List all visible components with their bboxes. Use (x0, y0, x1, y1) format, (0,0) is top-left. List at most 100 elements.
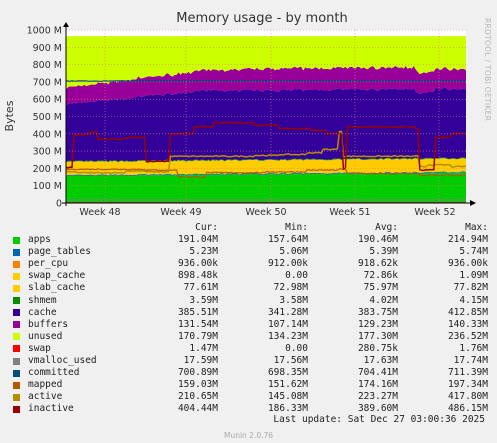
line-active (65, 130, 467, 175)
legend-series-name: swap (28, 342, 51, 354)
legend-value-max: 417.80M (447, 391, 488, 403)
legend-value-max: 214.94M (447, 234, 488, 246)
legend-row-vmalloc-used: vmalloc_used 17.59M 17.56M 17.63M 17.74M (13, 355, 493, 367)
legend-value-avg: 17.63M (363, 355, 398, 367)
legend-value-avg: 704.41M (357, 367, 398, 379)
legend-value-cur: 191.04M (177, 234, 218, 246)
x-axis-ticks: Week 48 Week 49 Week 50 Week 51 Week 52 (79, 207, 455, 218)
legend-value-cur: 17.59M (183, 355, 218, 367)
legend-row-swap-cache: swap_cache 898.48k 0.00 72.86k 1.09M (13, 270, 493, 282)
legend-header: Cur: Min: Avg: Max: (13, 222, 493, 234)
legend-header-max: Max: (465, 222, 488, 233)
legend-value-max: 236.52M (447, 330, 488, 342)
legend-value-max: 486.15M (447, 403, 488, 415)
legend-swatch (13, 321, 20, 329)
legend-row-cache: cache 385.51M 341.28M 383.75M 412.85M (13, 307, 493, 319)
legend-value-max: 5.74M (459, 246, 488, 258)
legend-value-min: 151.62M (267, 379, 308, 391)
memory-chart: Memory usage - by month Bytes RRDTOOL / … (3, 11, 492, 218)
legend-value-min: 157.64M (267, 234, 308, 246)
legend-value-max: 412.85M (447, 306, 488, 318)
legend-value-cur: 936.00k (177, 258, 218, 270)
legend-value-min: 72.98M (273, 282, 308, 294)
x-axis-arrow (470, 200, 476, 206)
y-axis-label: Bytes (3, 100, 16, 131)
legend-swatch (13, 405, 20, 413)
legend-value-avg: 72.86k (363, 270, 398, 282)
legend-series-name: inactive (28, 403, 74, 415)
y-tick-label: 400 M (33, 129, 62, 140)
legend-value-max: 140.33M (447, 318, 488, 330)
legend-value-avg: 383.75M (357, 306, 398, 318)
legend-value-max: 711.39M (447, 367, 488, 379)
legend-series-name: vmalloc_used (28, 355, 97, 367)
legend-series-name: unused (28, 330, 63, 342)
legend-value-min: 17.56M (273, 355, 308, 367)
y-axis-arrow (63, 22, 69, 27)
legend-table: Cur: Min: Avg: Max: apps 191.04M 157.64M 19… (13, 222, 493, 416)
y-tick-label: 1000 M (27, 26, 62, 37)
legend-value-avg: 918.62k (357, 258, 398, 270)
legend-row-mapped: mapped 159.03M 151.62M 174.16M 197.34M (13, 379, 493, 391)
legend-swatch (13, 260, 20, 268)
legend-row-slab-cache: slab_cache 77.61M 72.98M 75.97M 77.82M (13, 282, 493, 294)
legend-value-min: 134.23M (267, 330, 308, 342)
y-tick-label: 300 M (33, 147, 62, 158)
legend-series-name: per_cpu (28, 258, 69, 270)
legend-series-name: committed (28, 367, 80, 379)
legend-swatch (13, 284, 20, 292)
legend-value-avg: 177.30M (357, 330, 398, 342)
legend-row-shmem: shmem 3.59M 3.58M 4.02M 4.15M (13, 295, 493, 307)
line-mapped (65, 168, 467, 179)
legend-series-name: cache (28, 306, 57, 318)
legend-value-avg: 223.27M (357, 391, 398, 403)
legend-value-min: 5.06M (279, 246, 308, 258)
legend-swatch (13, 381, 20, 389)
legend-series-name: buffers (28, 318, 69, 330)
legend-value-min: 107.14M (267, 318, 308, 330)
chart-title: Memory usage - by month (176, 11, 347, 26)
rrdtool-credit: RRDTOOL / TOBI OETIKER (483, 18, 492, 121)
legend-value-max: 1.76M (459, 342, 488, 354)
legend-swatch (13, 345, 20, 353)
legend-value-avg: 174.16M (357, 379, 398, 391)
legend-swatch (13, 236, 20, 244)
legend-value-cur: 170.79M (177, 330, 218, 342)
legend-value-max: 1.09M (459, 270, 488, 282)
legend-value-avg: 389.60M (357, 403, 398, 415)
legend-value-min: 0.00 (285, 270, 308, 282)
area-apps (66, 172, 466, 203)
y-tick-label: 700 M (33, 77, 62, 88)
legend-swatch (13, 333, 20, 341)
legend-value-cur: 131.54M (177, 318, 218, 330)
legend-value-cur: 700.89M (177, 367, 218, 379)
x-tick-label: Week 52 (414, 207, 455, 218)
y-tick-label: 800 M (33, 60, 62, 71)
legend-value-max: 77.82M (453, 282, 488, 294)
legend-value-avg: 190.46M (357, 234, 398, 246)
legend-value-cur: 210.65M (177, 391, 218, 403)
legend-series-name: apps (28, 234, 51, 246)
legend-header-min: Min: (285, 222, 308, 233)
stacked-areas (66, 36, 466, 203)
legend-series-name: slab_cache (28, 282, 86, 294)
last-update: Last update: Sat Dec 27 03:00:36 2025 (273, 414, 485, 425)
legend-value-min: 0.00 (285, 342, 308, 354)
legend-value-max: 4.15M (459, 294, 488, 306)
legend-row-unused: unused 170.79M 134.23M 177.30M 236.52M (13, 331, 493, 343)
y-tick-label: 900 M (33, 43, 62, 54)
x-tick-label: Week 50 (245, 207, 286, 218)
legend-row-swap: swap 1.47M 0.00 280.75k 1.76M (13, 343, 493, 355)
legend-value-cur: 404.44M (177, 403, 218, 415)
legend-value-avg: 4.02M (369, 294, 398, 306)
x-tick-label: Week 49 (160, 207, 201, 218)
legend-series-name: active (28, 391, 63, 403)
legend-swatch (13, 272, 20, 280)
legend-header-cur: Cur: (195, 222, 218, 233)
area-buffers (66, 65, 466, 106)
area-unused (66, 36, 466, 90)
legend-swatch (13, 248, 20, 256)
x-tick-label: Week 48 (79, 207, 120, 218)
legend-row-per-cpu: per_cpu 936.00k 912.00k 918.62k 936.00k (13, 258, 493, 270)
legend-row-inactive: inactive 404.44M 186.33M 389.60M 486.15M (13, 403, 493, 415)
